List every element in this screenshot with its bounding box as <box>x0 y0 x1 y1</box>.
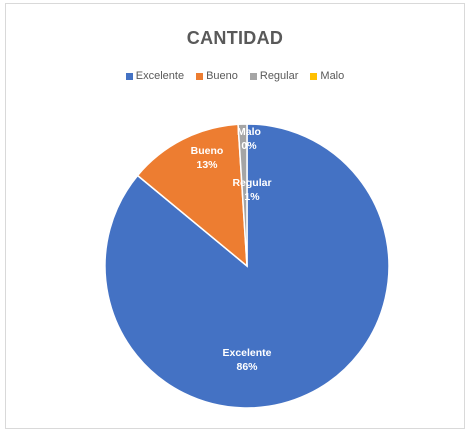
legend-swatch-bueno <box>196 72 204 80</box>
legend-label-excelente: Excelente <box>135 70 185 82</box>
pie-slices <box>104 123 390 409</box>
data-label-category-bueno: Bueno <box>191 145 224 157</box>
legend-label-malo: Malo <box>320 70 345 82</box>
legend-item-bueno: Bueno <box>196 70 238 82</box>
data-label-percent-bueno: 13% <box>196 159 218 171</box>
legend-item-regular: Regular <box>249 70 299 82</box>
data-label-category-malo: Malo <box>237 126 261 138</box>
chart-frame: CANTIDAD Excelente Bueno Regular Malo Ex… <box>5 3 465 429</box>
legend-label-bueno: Bueno <box>206 70 238 82</box>
legend-label-regular: Regular <box>259 70 299 82</box>
pie-slice-regular <box>237 123 248 267</box>
data-label-percent-excelente: 86% <box>236 361 258 373</box>
pie-slice-bueno <box>136 123 248 268</box>
data-label-category-regular: Regular <box>232 177 271 189</box>
chart-title: CANTIDAD <box>186 28 284 48</box>
legend-swatch-regular <box>249 72 257 80</box>
legend-item-excelente: Excelente <box>125 70 185 82</box>
legend-swatch-excelente <box>125 72 133 80</box>
legend-swatch-malo <box>310 72 318 80</box>
legend-item-malo: Malo <box>310 70 344 82</box>
pie-data-labels: Excelente 86% Bueno 13% Regular 1% Malo 0% <box>191 126 272 373</box>
pie-chart: Excelente 86% Bueno 13% Regular 1% Malo 0% <box>104 123 390 409</box>
data-label-percent-malo: 0% <box>241 140 257 152</box>
data-label-percent-regular: 1% <box>244 191 260 203</box>
chart-legend: Excelente Bueno Regular Malo <box>6 70 464 82</box>
data-label-category-excelente: Excelente <box>222 347 271 359</box>
pie-slice-excelente <box>104 123 390 409</box>
